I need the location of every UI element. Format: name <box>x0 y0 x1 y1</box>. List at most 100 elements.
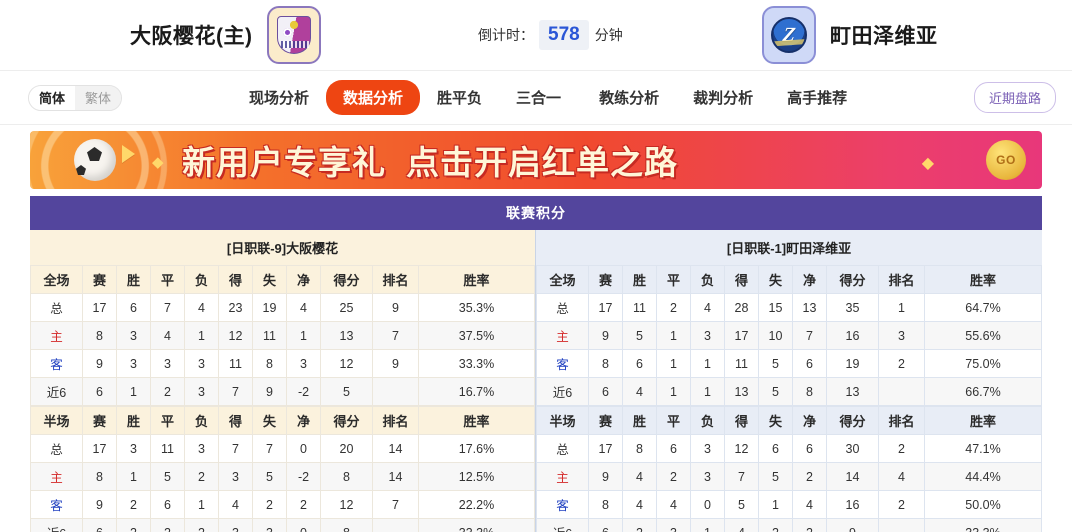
cell-loss: 1 <box>184 490 219 519</box>
cell-gf: 11 <box>218 349 253 378</box>
cell-winrate: 55.6% <box>924 321 1042 350</box>
cell-gd: 1 <box>286 321 321 350</box>
cell-points: 20 <box>320 434 373 463</box>
tab-win-draw-loss[interactable]: 胜平负 <box>437 90 483 107</box>
cell-win: 3 <box>116 321 151 350</box>
tab-expert-picks[interactable]: 高手推荐 <box>787 90 848 107</box>
cell-win: 6 <box>116 293 151 322</box>
lang-simplified-option[interactable]: 简体 <box>29 85 76 110</box>
col-played: 赛 <box>82 406 117 435</box>
col-win: 胜 <box>116 406 151 435</box>
cell-gf: 3 <box>218 462 253 491</box>
col-loss: 负 <box>184 265 219 294</box>
table-row: 近6 6 2 3 1 4 2 2 9 33.3% <box>536 518 1042 532</box>
col-loss: 负 <box>184 406 219 435</box>
tab-coach-analysis[interactable]: 教练分析 <box>599 90 660 107</box>
home-team-block[interactable]: 大阪樱花(主) <box>130 6 321 64</box>
tab-data-analysis[interactable]: 数据分析 <box>326 80 421 115</box>
col-draw: 平 <box>656 265 691 294</box>
cell-ga: 5 <box>758 462 793 491</box>
col-ga: 失 <box>758 406 793 435</box>
cell-points: 13 <box>826 377 879 406</box>
away-team-block[interactable]: Z 町田泽维亚 <box>762 6 938 64</box>
col-draw: 平 <box>150 406 185 435</box>
table-row: 主 8 1 5 2 3 5 -2 8 14 12.5% <box>30 462 535 491</box>
language-toggle[interactable]: 简体 繁体 <box>28 84 123 111</box>
cell-points: 9 <box>826 518 879 532</box>
cell-draw: 11 <box>150 434 185 463</box>
tab-referee-analysis[interactable]: 裁判分析 <box>693 90 754 107</box>
cell-gf: 12 <box>218 321 253 350</box>
nav-tabs: 现场分析 数据分析 胜平负 三合一 教练分析 裁判分析 高手推荐 <box>232 80 864 115</box>
cell-points: 5 <box>320 377 373 406</box>
cell-winrate: 33.3% <box>924 518 1042 532</box>
col-gf: 得 <box>218 406 253 435</box>
cell-gf: 17 <box>724 321 759 350</box>
cell-played: 8 <box>82 462 117 491</box>
sparkle-icon-right: ◆ <box>921 155 934 172</box>
cell-gf: 13 <box>724 377 759 406</box>
tab-three-in-one[interactable]: 三合一 <box>516 90 562 107</box>
soccer-ball-icon <box>74 139 116 181</box>
cell-draw: 3 <box>656 518 691 532</box>
table-row: 客 9 3 3 3 11 8 3 12 9 33.3% <box>30 349 535 378</box>
table-header-row: 半场 赛 胜 平 负 得 失 净 得分 排名 胜率 <box>536 406 1042 435</box>
cell-rank: 14 <box>372 462 419 491</box>
cell-winrate: 47.1% <box>924 434 1042 463</box>
cell-loss: 3 <box>690 462 725 491</box>
cell-played: 6 <box>82 518 117 532</box>
sparkle-icon-left: ◆ <box>152 154 164 171</box>
cell-ga: 5 <box>252 462 287 491</box>
cell-points: 12 <box>320 349 373 378</box>
cell-gd: 2 <box>792 518 827 532</box>
cell-played: 9 <box>588 462 623 491</box>
lang-traditional-option[interactable]: 繁体 <box>75 85 122 110</box>
cell-winrate: 33.3% <box>418 518 535 532</box>
cell-ga: 5 <box>758 377 793 406</box>
home-fulltime-table: 全场 赛 胜 平 负 得 失 净 得分 排名 胜率 总 <box>30 265 535 406</box>
promo-banner[interactable]: ◆ 新用户专享礼 点击开启红单之路 ◆ GO <box>30 131 1042 189</box>
cell-gd: 2 <box>286 490 321 519</box>
cell-gf: 7 <box>218 434 253 463</box>
row-label: 总 <box>536 293 589 322</box>
cell-loss: 1 <box>690 377 725 406</box>
col-played: 赛 <box>588 265 623 294</box>
recent-odds-button[interactable]: 近期盘路 <box>973 82 1056 113</box>
cell-points: 25 <box>320 293 373 322</box>
row-label: 总 <box>536 434 589 463</box>
cell-loss: 4 <box>690 293 725 322</box>
cell-winrate: 17.6% <box>418 434 535 463</box>
cell-winrate: 75.0% <box>924 349 1042 378</box>
col-winrate: 胜率 <box>924 406 1042 435</box>
league-standings-panel: 联赛积分 [日职联-9]大阪樱花 全场 赛 胜 平 负 得 <box>30 196 1042 532</box>
cell-gd: 6 <box>792 434 827 463</box>
cell-points: 19 <box>826 349 879 378</box>
chevron-right-icon <box>122 145 135 163</box>
cell-rank: 2 <box>878 434 925 463</box>
row-label: 客 <box>30 349 83 378</box>
cell-played: 17 <box>82 293 117 322</box>
cell-played: 8 <box>82 321 117 350</box>
cell-gd: 0 <box>286 518 321 532</box>
col-loss: 负 <box>690 265 725 294</box>
tab-live-analysis[interactable]: 现场分析 <box>249 90 310 107</box>
cell-win: 4 <box>622 462 657 491</box>
standings-split: [日职联-9]大阪樱花 全场 赛 胜 平 负 得 失 净 <box>30 230 1042 532</box>
cell-points: 16 <box>826 321 879 350</box>
countdown-label: 倒计时： <box>478 27 534 43</box>
cerezo-osaka-crest-icon <box>276 16 312 54</box>
cell-rank <box>878 518 925 532</box>
row-label: 主 <box>30 321 83 350</box>
table-row: 客 8 4 4 0 5 1 4 16 2 50.0% <box>536 490 1042 519</box>
cell-rank <box>372 377 419 406</box>
cell-ga: 8 <box>252 349 287 378</box>
cell-ga: 19 <box>252 293 287 322</box>
row-label: 总 <box>30 434 83 463</box>
gold-coin-go-icon[interactable]: GO <box>986 140 1026 180</box>
col-gf: 得 <box>724 265 759 294</box>
cell-points: 14 <box>826 462 879 491</box>
cell-played: 9 <box>82 490 117 519</box>
cell-gd: -2 <box>286 377 321 406</box>
row-label: 总 <box>30 293 83 322</box>
cell-gd: 6 <box>792 349 827 378</box>
